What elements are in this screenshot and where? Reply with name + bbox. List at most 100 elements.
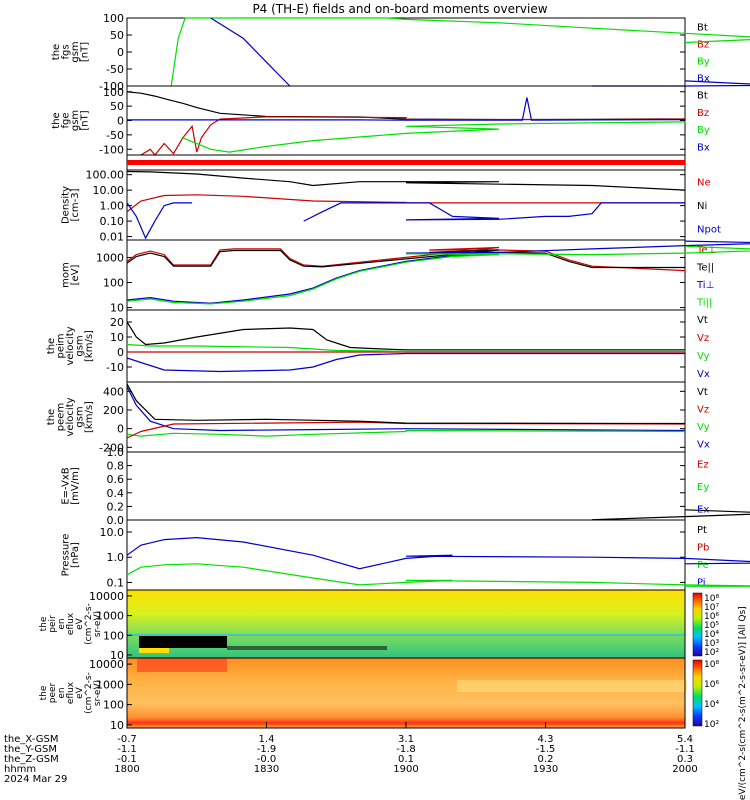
x-tick-label: 0.1 bbox=[398, 754, 414, 765]
panel-frame bbox=[126, 239, 686, 311]
y-axis-label: [km/s] bbox=[84, 330, 95, 362]
y-axis-label: the bbox=[46, 409, 57, 425]
y-tick-label: 1000 bbox=[96, 678, 124, 691]
y-tick-label: -100 bbox=[99, 80, 124, 93]
x-tick-label: -1.5 bbox=[536, 744, 556, 755]
legend-entry: Ti|| bbox=[696, 297, 712, 308]
y-tick-label: 10 bbox=[110, 719, 124, 732]
x-tick-label: 1900 bbox=[393, 764, 418, 775]
y-axis-label: gsm bbox=[75, 335, 86, 356]
panel-frame bbox=[126, 169, 686, 241]
y-tick-label: 0.01 bbox=[100, 231, 125, 244]
y-axis-label: gsm bbox=[75, 406, 86, 427]
legend-entry: Pi bbox=[697, 577, 706, 588]
series-line-Npot bbox=[126, 202, 193, 240]
y-tick-label: 1.0 bbox=[107, 446, 125, 459]
y-tick-label: 10000 bbox=[89, 658, 124, 671]
legend-entry: Vy bbox=[697, 351, 710, 362]
colorbar-title: [eV/(cm^2-s(cm^2-s(m^2-s-sr-eV)] [All Qs… bbox=[738, 606, 748, 800]
y-tick-label: 0.4 bbox=[107, 487, 125, 500]
series-line-Bx bbox=[592, 80, 750, 87]
y-tick-label: -50 bbox=[106, 63, 124, 76]
y-tick-label: 0.8 bbox=[107, 460, 125, 473]
y-axis-label: the bbox=[39, 685, 49, 700]
y-tick-label: 50 bbox=[110, 100, 124, 113]
y-tick-label: 100 bbox=[103, 629, 124, 642]
x-tick-label: 1930 bbox=[533, 764, 558, 775]
x-tick-label: -0.0 bbox=[257, 754, 277, 765]
y-axis-label: sr-eV) bbox=[93, 611, 103, 637]
line-panels: 100500-50-100thefgsgsm[nT]BtBzByBx100500… bbox=[46, 12, 750, 591]
legend-entry: Ti⊥ bbox=[696, 280, 714, 291]
y-axis-label: peim bbox=[56, 333, 67, 358]
y-axis-label: the bbox=[51, 44, 62, 60]
legend-entry: Vz bbox=[697, 333, 709, 344]
y-axis-label: the bbox=[51, 112, 62, 128]
y-tick-label: 100.00 bbox=[86, 169, 125, 182]
panel-frame bbox=[126, 519, 686, 591]
y-axis-label: eV bbox=[75, 617, 85, 630]
series-line-Ti|| bbox=[126, 245, 750, 305]
y-tick-label: 10 bbox=[110, 649, 124, 662]
legend-entry: Vt bbox=[697, 387, 708, 398]
y-axis-label: velocity bbox=[65, 326, 76, 365]
series-line-Vx bbox=[126, 352, 685, 373]
x-row-label: hhmm bbox=[4, 764, 36, 775]
x-tick-label: 4.3 bbox=[538, 734, 554, 745]
legend-entry: Bz bbox=[697, 108, 709, 119]
colorbar-electron bbox=[692, 659, 703, 727]
colorbar-tick-label: 10⁶ bbox=[704, 680, 719, 690]
colorbar-ion bbox=[692, 592, 703, 657]
series-line-Vy bbox=[126, 429, 686, 437]
legend-entry: Vx bbox=[697, 439, 710, 450]
series-line-Bx bbox=[210, 17, 291, 87]
legend-entry: Vt bbox=[697, 315, 708, 326]
legend-entry: By bbox=[697, 57, 710, 68]
series-line-Bx bbox=[127, 97, 686, 121]
x-tick-label: 5.4 bbox=[677, 734, 693, 745]
series-line-Ni bbox=[126, 170, 686, 191]
legend-entry: Bx bbox=[697, 142, 710, 153]
panel-temp: 1000 100 10 mom[eV] Te⊥ Te|| Ti⊥ Ti|| bbox=[60, 239, 750, 315]
y-axis-label: [nPa] bbox=[70, 542, 81, 568]
x-tick-label: -0.7 bbox=[117, 734, 137, 745]
legend-entry: Pt bbox=[697, 525, 707, 536]
series-line-Ez bbox=[591, 509, 750, 521]
series-line-Vy bbox=[126, 343, 685, 352]
y-axis-label: sr-eV) bbox=[93, 680, 103, 706]
series-line-Ne bbox=[126, 194, 685, 213]
legend-entry: Ey bbox=[697, 482, 709, 493]
legend-entry: Vy bbox=[697, 422, 710, 433]
y-tick-label: 0 bbox=[117, 46, 124, 59]
y-axis-label: [eV] bbox=[70, 265, 81, 286]
x-tick-label: 0.2 bbox=[538, 754, 554, 765]
panel-pressure: 10.0 1.0 0.1 Pressure[nPa] Pt Pb Pe Pi bbox=[60, 519, 750, 591]
y-axis-label: peir bbox=[48, 615, 58, 633]
legend-entry: Vz bbox=[697, 404, 709, 415]
colorbar-tick-label: 10³ bbox=[704, 639, 719, 649]
panel-frame bbox=[126, 451, 686, 521]
y-tick-label: 0 bbox=[117, 423, 124, 436]
y-tick-label: 10 bbox=[110, 331, 124, 344]
y-tick-label: 1.0 bbox=[107, 551, 125, 564]
y-axis-label: eV bbox=[75, 686, 85, 699]
y-axis-label: fge bbox=[60, 112, 71, 128]
x-tick-label: 3.1 bbox=[398, 734, 414, 745]
spectrogram-band bbox=[139, 648, 169, 653]
series-line-Te|| bbox=[126, 249, 685, 269]
y-tick-label: 10000 bbox=[89, 590, 124, 603]
legend-entry: Te⊥ bbox=[696, 245, 716, 256]
y-axis-label: the bbox=[46, 338, 57, 354]
x-tick-label: -1.1 bbox=[675, 744, 695, 755]
series-line-Vx bbox=[126, 386, 686, 432]
colorbar-tick-label: 10⁴ bbox=[704, 700, 719, 710]
legend-entry: Bz bbox=[697, 40, 709, 51]
y-axis-label: velocity bbox=[65, 397, 76, 436]
colorbar-tick-label: 10⁷ bbox=[704, 603, 719, 613]
legend-entry: Bt bbox=[697, 91, 708, 102]
y-tick-label: -50 bbox=[106, 129, 124, 142]
x-row-label: the_Z-GSM bbox=[4, 754, 59, 765]
